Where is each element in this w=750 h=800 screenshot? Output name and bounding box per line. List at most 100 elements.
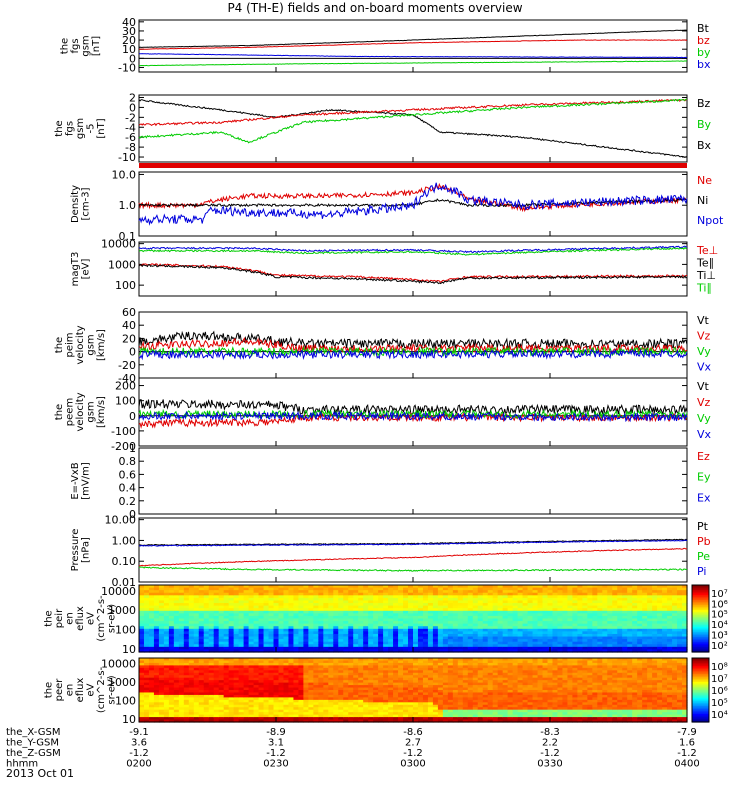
s1-cell (497, 595, 504, 599)
s1-cell (482, 623, 489, 627)
s2-cell (183, 677, 190, 681)
s1-cell (223, 636, 230, 640)
s1-cell (532, 613, 539, 617)
s2-cell (158, 665, 165, 669)
s1-cell (452, 644, 459, 648)
s1-cell (298, 639, 304, 643)
s1-cell (248, 646, 255, 651)
s2-cell (223, 677, 230, 681)
s2-cell (403, 677, 409, 681)
s1-cell (178, 636, 185, 640)
s1-cell (442, 649, 449, 653)
s2-cell (193, 719, 200, 723)
s1-cell (188, 610, 195, 614)
s1-cell (437, 585, 444, 589)
s2-cell (143, 667, 150, 671)
s1-cell (178, 639, 185, 643)
s1-cell (293, 639, 300, 643)
s1-cell (353, 618, 359, 622)
s1-cell (472, 595, 479, 599)
s1-cell (338, 600, 344, 604)
s1-cell (263, 618, 270, 622)
s1-cell (462, 626, 469, 630)
s2-cell (452, 717, 459, 721)
s1-cell (682, 641, 688, 645)
s2-cell (228, 667, 235, 671)
s2-cell (139, 685, 145, 689)
s1-cell (238, 600, 245, 604)
s1-cell (158, 613, 165, 617)
s1-cell (303, 592, 309, 596)
s2-cell (422, 717, 429, 721)
s2-cell (198, 670, 205, 674)
s1-cell (572, 626, 578, 630)
s2-cell (398, 685, 404, 689)
s1-cell (208, 641, 215, 645)
s2-cell (313, 690, 319, 694)
s1-cell (393, 618, 399, 622)
s1-cell (343, 595, 349, 599)
s1-cell (343, 590, 349, 594)
s2-cell (298, 662, 304, 666)
s2-cell (452, 694, 459, 698)
s1-cell (193, 595, 200, 599)
s1-cell (398, 597, 404, 602)
s2-cell (318, 682, 324, 686)
s1-cell (288, 621, 295, 625)
s1-cell (173, 608, 180, 612)
s2-cell (178, 680, 185, 684)
s1-cell (278, 597, 285, 602)
s1-cell (233, 613, 240, 617)
s1-cell (642, 649, 648, 653)
s2-cell (258, 680, 265, 684)
s1-cell (507, 644, 514, 648)
s2-cell (343, 685, 349, 689)
s2-cell (203, 704, 210, 708)
s2-cell (348, 667, 354, 671)
s1-cell (527, 639, 534, 643)
s2-cell (153, 714, 160, 718)
s2-cell (467, 687, 474, 691)
s2-cell (358, 714, 364, 718)
s1-cell (273, 605, 280, 609)
p8-ytick-label: 10.00 (105, 514, 137, 527)
s1-cell (432, 621, 439, 625)
s1-cell (677, 592, 683, 596)
s1-cell (657, 608, 663, 612)
s2-cell (393, 662, 399, 666)
s1-cell (198, 585, 205, 589)
s1-cell (442, 600, 449, 604)
s1-cell (223, 644, 230, 648)
s1-cell (612, 636, 618, 640)
s2-cell (437, 717, 444, 721)
s2-cell (378, 697, 384, 701)
s1-cell (153, 613, 160, 617)
s1-cell (432, 646, 439, 651)
s1-cell (452, 610, 459, 614)
s1-cell (617, 600, 623, 604)
s1-cell (323, 623, 329, 627)
s2-cell (173, 682, 180, 686)
s2-cell (363, 719, 369, 723)
s2-cell (368, 707, 374, 711)
s2-cell (153, 694, 160, 698)
s2-cell (323, 694, 329, 698)
s1-cell (632, 633, 638, 638)
p6-ylabel: peem (65, 398, 76, 426)
s1-cell (447, 621, 454, 625)
s1-cell (492, 610, 499, 614)
s1-cell (303, 623, 309, 627)
s1-cell (183, 633, 190, 638)
s2-cell (148, 712, 155, 716)
s1-cell (193, 603, 200, 607)
s1-cell (467, 631, 474, 635)
s2-cell (472, 709, 479, 713)
s2-cell (188, 692, 195, 696)
s1-cell (517, 631, 524, 635)
s1-cell (507, 595, 514, 599)
s1-cell (502, 605, 509, 609)
s1-cell (358, 600, 364, 604)
s2-cell (437, 670, 444, 674)
s1-cell (667, 610, 673, 614)
s2-cell (263, 660, 270, 664)
